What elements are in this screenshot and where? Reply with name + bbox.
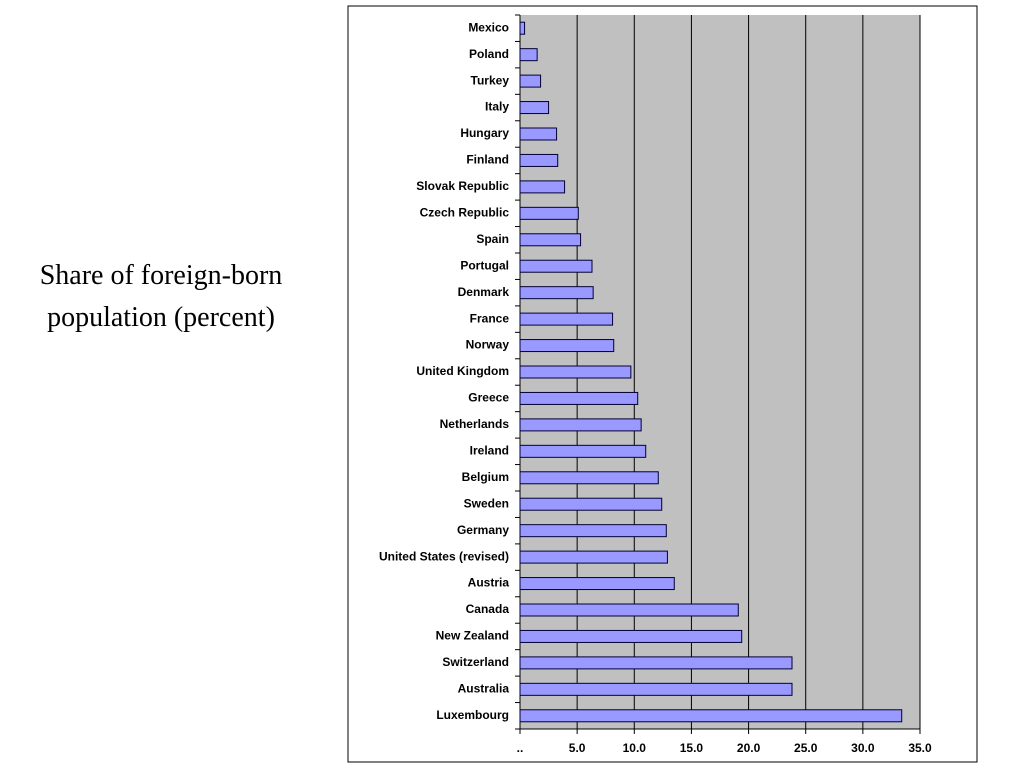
bar [519,21,526,35]
bar [519,339,615,353]
bar [519,233,582,247]
x-tick-label: 20.0 [737,741,761,755]
y-tick-label: Hungary [460,126,509,140]
chart-title: Share of foreign-born population (percen… [39,260,283,333]
y-tick-label: Netherlands [440,417,510,431]
y-tick-label: Mexico [468,20,509,34]
bar [519,286,594,300]
bar [519,206,579,220]
bar [519,471,659,485]
y-tick-label: Austria [468,576,510,590]
x-tick-label: .. [517,741,524,755]
bar [519,391,639,405]
y-tick-label: United States (revised) [379,549,509,563]
x-tick-label: 35.0 [908,741,932,755]
y-tick-label: Czech Republic [420,206,510,220]
bar [519,629,743,643]
bar [519,550,668,564]
y-tick-label: Ireland [470,444,509,458]
y-tick-label: Belgium [462,470,509,484]
x-tick-label: 30.0 [851,741,875,755]
bar [519,74,542,88]
y-tick-label: New Zealand [436,629,509,643]
y-tick-label: Italy [485,100,509,114]
y-tick-label: Australia [458,682,510,696]
x-tick-label: 10.0 [623,741,647,755]
bar [519,709,903,723]
bar [519,577,675,591]
y-tick-label: Slovak Republic [416,179,509,193]
y-tick-label: Greece [468,391,509,405]
y-tick-label: Portugal [460,258,509,272]
chart-frame [347,5,978,763]
y-tick-label: Poland [469,47,509,61]
y-tick-label: Switzerland [442,655,509,669]
bar [519,259,593,273]
y-tick-label: Finland [466,153,509,167]
bar [519,682,793,696]
y-tick-label: France [470,311,510,325]
bar [519,656,793,670]
bar [519,48,538,62]
bar [519,180,566,194]
bar [519,444,647,458]
y-tick-label: Luxembourg [436,708,509,722]
y-tick-label: Norway [466,338,510,352]
bar [519,365,632,379]
bar [519,127,558,141]
bar [519,101,550,115]
x-tick-label: 25.0 [794,741,818,755]
y-tick-label: Germany [457,523,509,537]
bar [519,603,739,617]
bar [519,153,559,167]
y-tick-label: Spain [476,232,509,246]
y-tick-label: Turkey [471,73,510,87]
y-tick-label: United Kingdom [416,364,509,378]
x-tick-label: 15.0 [680,741,704,755]
y-tick-label: Sweden [464,496,509,510]
bar [519,524,667,538]
bar [519,497,663,511]
x-tick-label: 5.0 [569,741,586,755]
bar [519,312,614,326]
y-tick-label: Denmark [458,285,510,299]
bar [519,418,642,432]
y-tick-label: Canada [466,602,510,616]
